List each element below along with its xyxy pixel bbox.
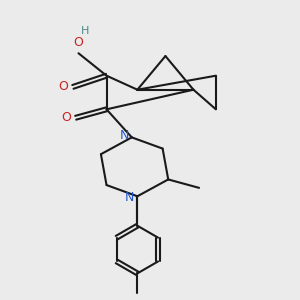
Text: O: O xyxy=(74,36,83,49)
Text: N: N xyxy=(120,130,129,142)
Text: H: H xyxy=(81,26,90,36)
Text: O: O xyxy=(58,80,68,93)
Text: N: N xyxy=(125,191,135,204)
Text: O: O xyxy=(61,111,71,124)
